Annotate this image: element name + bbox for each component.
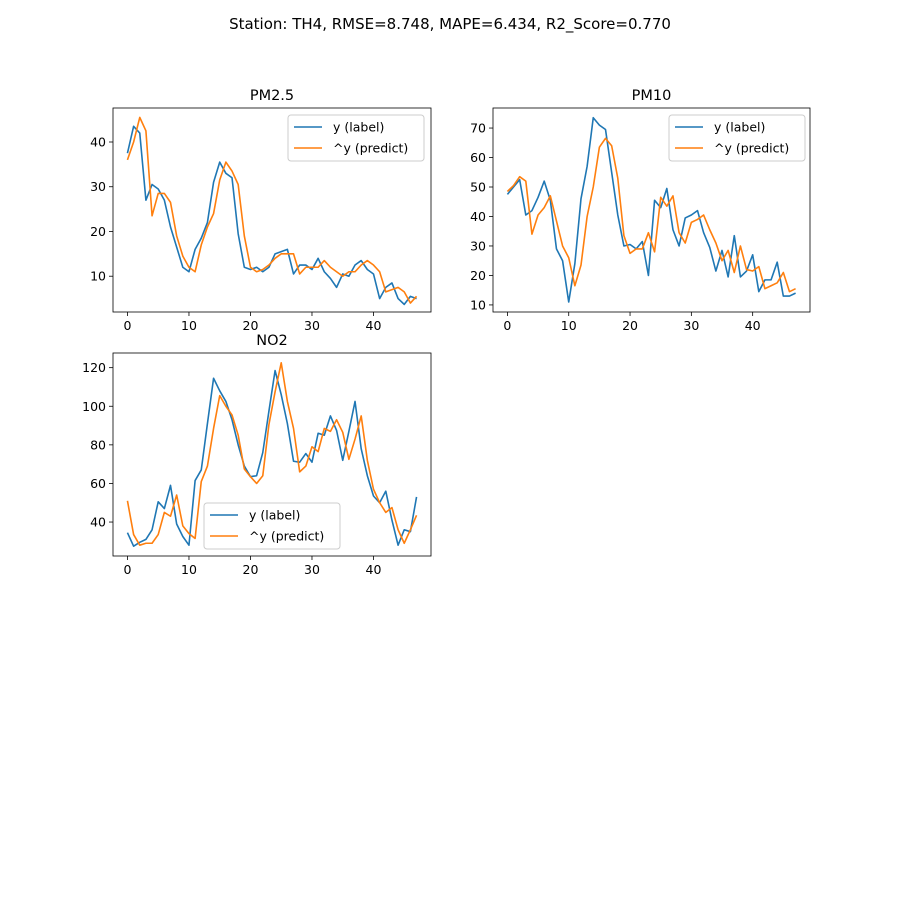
legend-label: ^y (predict) [714, 141, 789, 156]
y-tick-label: 60 [470, 150, 486, 165]
subplot-2: PM10 0 10 20 30 40 10 20 30 40 50 60 70 y (label) ^y (… [470, 88, 811, 333]
x-tick-label: 40 [366, 562, 382, 577]
x-tick-label: 30 [304, 562, 320, 577]
x-tick-label: 20 [243, 318, 259, 333]
axes-frame [112, 352, 432, 557]
series-line-predict [506, 137, 796, 293]
axes-frame [492, 107, 811, 313]
legend: y (label) ^y (predict) [203, 502, 341, 550]
y-tick-label: 100 [82, 399, 106, 414]
y-tick-label: 20 [90, 224, 106, 239]
series-line-predict [126, 362, 418, 546]
y-tick-label: 10 [90, 269, 106, 284]
y-tick-label: 120 [82, 360, 106, 375]
y-tick-label: 30 [470, 238, 486, 253]
series-line-label [506, 116, 796, 303]
x-tick-label: 10 [561, 318, 577, 333]
x-tick-label: 20 [243, 562, 259, 577]
legend-label: y (label) [249, 508, 300, 523]
legend-label: y (label) [714, 120, 765, 135]
x-tick-label: 0 [503, 318, 511, 333]
x-tick-label: 0 [123, 318, 131, 333]
legend-label: ^y (predict) [249, 529, 324, 544]
legend: y (label) ^y (predict) [287, 114, 425, 162]
x-tick-label: 20 [622, 318, 638, 333]
y-tick-label: 20 [470, 268, 486, 283]
y-tick-label: 40 [90, 515, 106, 530]
y-tick-label: 40 [470, 209, 486, 224]
y-tick-label: 50 [470, 180, 486, 195]
x-tick-label: 10 [181, 318, 197, 333]
subplot-3: NO2 0 10 20 30 40 40 60 80 100 120 y (label) ^y (pre… [82, 333, 432, 577]
subplot-title: NO2 [256, 333, 288, 349]
x-tick-label: 10 [181, 562, 197, 577]
x-tick-label: 30 [683, 318, 699, 333]
subplot-title: PM10 [632, 88, 672, 104]
subplot-title: PM2.5 [250, 88, 294, 104]
y-tick-label: 60 [90, 476, 106, 491]
y-tick-label: 10 [470, 297, 486, 312]
legend: y (label) ^y (predict) [668, 114, 806, 162]
x-tick-label: 40 [745, 318, 761, 333]
y-tick-label: 70 [470, 121, 486, 136]
y-tick-label: 40 [90, 135, 106, 150]
figure-title: Station: TH4, RMSE=8.748, MAPE=6.434, R2… [229, 15, 671, 34]
x-tick-label: 40 [366, 318, 382, 333]
legend-label: ^y (predict) [333, 141, 408, 156]
x-tick-label: 30 [304, 318, 320, 333]
y-tick-label: 30 [90, 179, 106, 194]
series-line-predict [126, 116, 418, 304]
axes-frame [112, 107, 432, 313]
x-tick-label: 0 [123, 562, 131, 577]
y-tick-label: 80 [90, 437, 106, 452]
series-line-label [126, 369, 418, 547]
legend-label: y (label) [333, 120, 384, 135]
subplot-1: PM2.5 0 10 20 30 40 10 20 30 40 y (label) ^y (predi… [90, 88, 432, 333]
